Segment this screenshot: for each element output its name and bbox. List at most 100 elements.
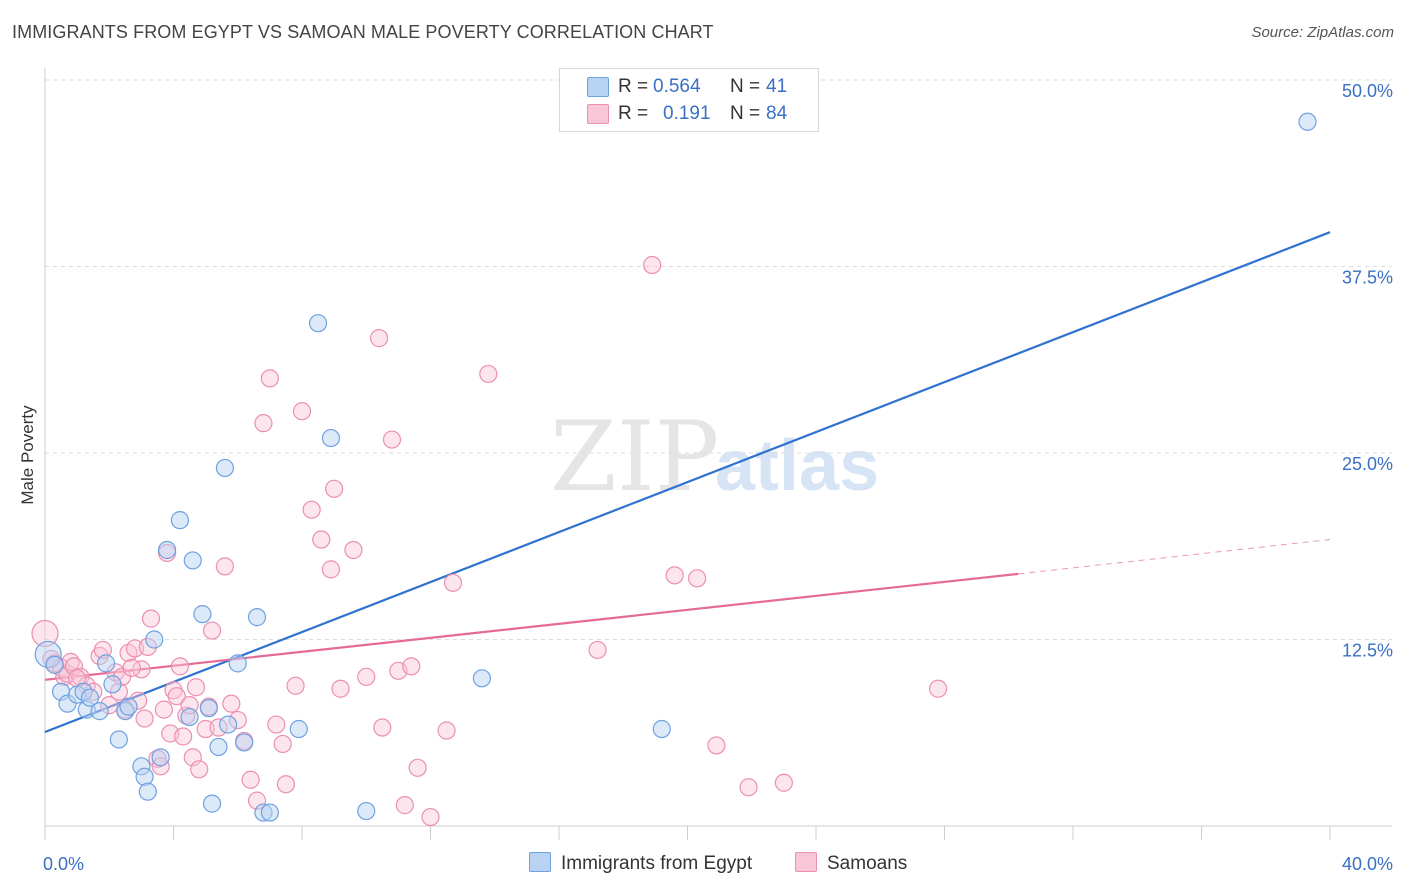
egypt-point	[170, 511, 190, 530]
tick-labels: 12.5% 25.0% 37.5% 50.0% 0.0% 40.0%	[43, 81, 1393, 874]
egypt-points	[34, 112, 1317, 822]
egypt-point	[96, 654, 116, 673]
y-tick-label: 50.0%	[1342, 81, 1393, 101]
samoan-point	[382, 430, 402, 449]
samoan-point	[273, 734, 292, 754]
y-tick-label: 12.5%	[1342, 641, 1393, 661]
x-tick-label: 0.0%	[43, 854, 84, 874]
samoan-point	[688, 569, 707, 588]
samoan-point	[170, 657, 190, 676]
egypt-point	[183, 551, 202, 570]
samoan-point	[260, 369, 279, 388]
egypt-point	[321, 428, 341, 448]
samoan-point	[408, 758, 427, 777]
egypt-point	[193, 605, 212, 624]
legend-n-label: N =	[730, 76, 761, 97]
egypt-point	[472, 669, 491, 688]
samoan-point	[141, 609, 161, 628]
samoan-point	[402, 657, 421, 676]
egypt-point	[357, 801, 376, 821]
trend-lines	[44, 231, 1331, 734]
egypt-point	[289, 719, 308, 739]
samoan-point	[276, 775, 296, 794]
samoan-point	[190, 760, 209, 779]
legend-r-value: 0.191	[663, 103, 711, 124]
egypt-point	[308, 314, 328, 333]
legend-r-label: R =	[618, 103, 649, 124]
samoan-point	[132, 660, 151, 679]
legend-swatch-samoan	[587, 104, 609, 124]
samoan-point	[643, 255, 662, 275]
egypt-point	[103, 675, 122, 694]
egypt-point	[45, 655, 64, 674]
egypt-point	[90, 702, 109, 721]
egypt-point	[215, 458, 234, 478]
egypt-point	[652, 719, 671, 739]
samoan-point	[302, 500, 321, 519]
samoan-point	[64, 657, 84, 676]
legend-n-value: 41	[766, 76, 788, 97]
samoan-point	[254, 414, 273, 433]
samoan-point	[443, 573, 463, 592]
egypt-point	[228, 654, 247, 673]
samoan-point	[286, 676, 305, 695]
samoan-point	[215, 557, 234, 576]
y-tick-label: 37.5%	[1342, 268, 1393, 288]
samoan-point	[344, 540, 363, 560]
trendline-samoan-extension	[1018, 539, 1331, 575]
bottom-legend-label-samoan: Samoans	[827, 853, 908, 874]
bottom-legend-label-egypt: Immigrants from Egypt	[561, 853, 753, 874]
samoan-point	[267, 715, 286, 734]
samoan-point	[321, 560, 341, 579]
y-tick-label: 25.0%	[1342, 454, 1393, 474]
samoan-point	[186, 678, 206, 697]
bottom-legend-egypt: Immigrants from Egypt	[529, 852, 752, 875]
samoan-point	[122, 658, 141, 677]
egypt-point	[145, 630, 164, 649]
egypt-point	[1298, 112, 1317, 131]
samoan-point	[665, 566, 684, 585]
y-axis-label: Male Poverty	[18, 405, 37, 505]
bottom-legend-swatch-samoan	[795, 852, 817, 872]
samoan-point	[774, 773, 793, 792]
stats-legend: R = 0.564 N = 41 R = 0.191 N = 84	[559, 68, 819, 132]
legend-n-label: N =	[730, 103, 761, 124]
chart-title: IMMIGRANTS FROM EGYPT VS SAMOAN MALE POV…	[12, 22, 714, 42]
samoan-point	[241, 770, 260, 789]
egypt-point	[180, 707, 199, 727]
samoan-point	[421, 807, 440, 827]
samoan-point	[167, 687, 186, 706]
grid-lines	[45, 79, 1392, 640]
samoan-point	[370, 329, 389, 348]
legend-swatch-egypt	[587, 77, 609, 97]
egypt-point	[157, 540, 177, 560]
samoan-point	[331, 679, 350, 698]
axes	[44, 68, 1392, 840]
samoan-point	[373, 718, 392, 737]
samoan-point	[588, 640, 607, 660]
watermark-zip: ZIP	[550, 401, 719, 513]
samoan-point	[437, 721, 456, 740]
samoan-point	[154, 700, 173, 719]
samoan-points	[31, 255, 948, 827]
samoan-point	[174, 727, 193, 746]
egypt-point	[219, 715, 238, 734]
egypt-point	[199, 699, 218, 718]
samoan-point	[222, 694, 241, 713]
samoan-point	[479, 364, 498, 384]
trendline-egypt	[44, 231, 1331, 734]
trendline-samoan	[44, 572, 1019, 681]
samoan-point	[292, 402, 312, 421]
source-label: Source: ZipAtlas.com	[1251, 24, 1394, 41]
watermark-atlas: atlas	[715, 426, 879, 506]
egypt-point	[260, 803, 279, 822]
legend-n-value: 84	[766, 103, 788, 124]
samoan-point	[707, 736, 726, 755]
samoan-point	[739, 778, 758, 797]
egypt-point	[138, 782, 157, 801]
egypt-point	[202, 794, 222, 813]
egypt-point	[209, 737, 228, 757]
samoan-point	[135, 709, 154, 728]
x-tick-label: 40.0%	[1342, 854, 1393, 874]
